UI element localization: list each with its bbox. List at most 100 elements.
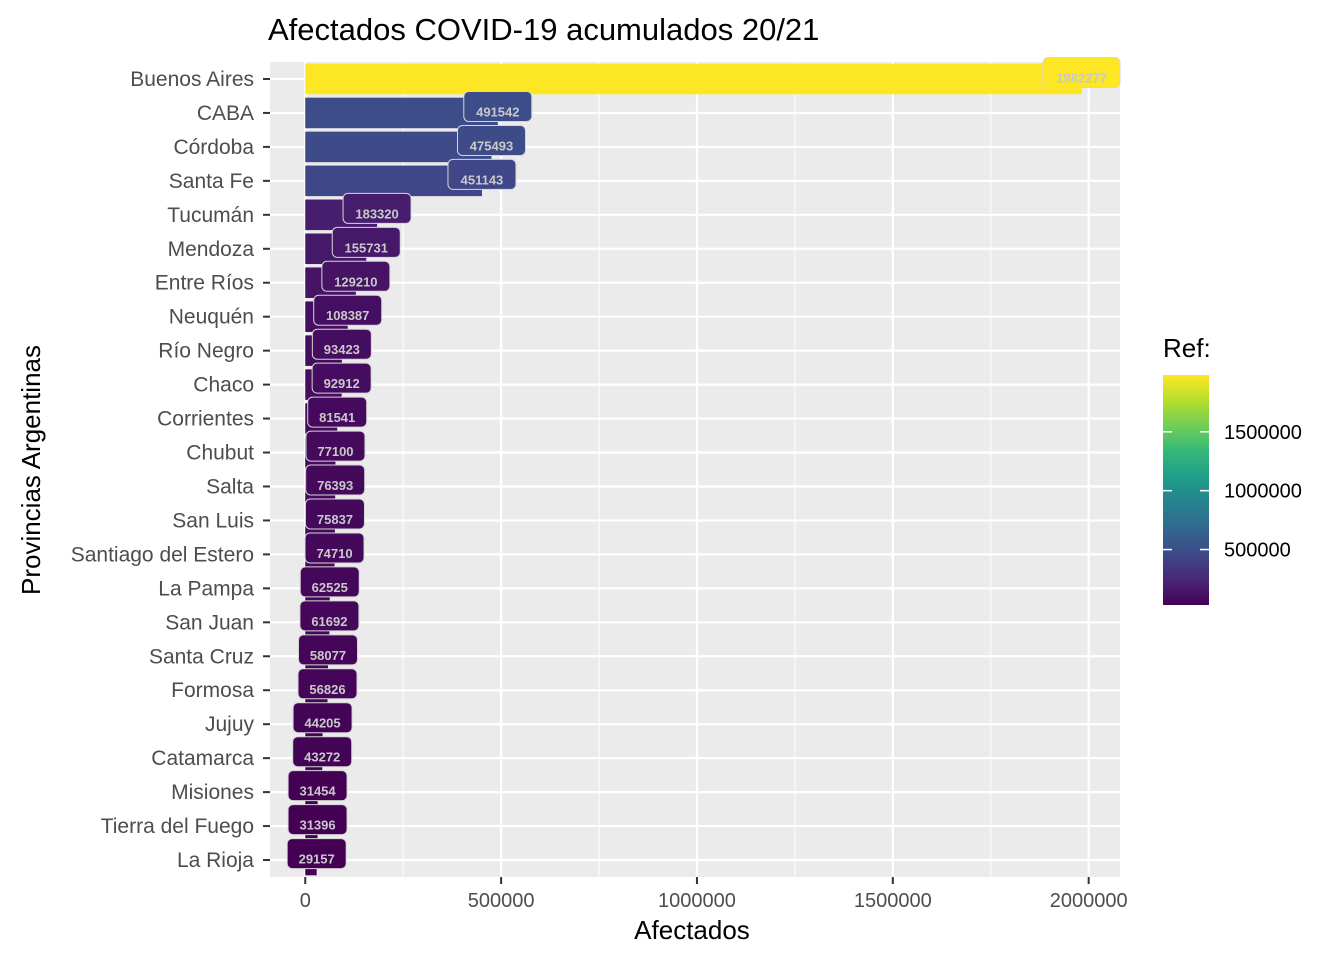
- y-tick-label: Chaco: [193, 374, 254, 397]
- data-label-box: [331, 226, 401, 258]
- data-label: 31396: [287, 804, 348, 836]
- data-label-text: 31396: [299, 818, 335, 833]
- data-label: 29157: [286, 838, 347, 870]
- data-label-box: [321, 260, 391, 292]
- data-label: 75837: [304, 498, 365, 530]
- data-label-box: [342, 192, 412, 224]
- y-tick-label: La Pampa: [158, 577, 254, 600]
- x-tick-label: 2000000: [1050, 890, 1128, 912]
- data-label: 58077: [298, 634, 359, 666]
- data-label-box: [305, 430, 366, 462]
- data-label: 183320: [342, 192, 412, 224]
- data-label-text: 183320: [355, 206, 398, 221]
- y-tick-label: Catamarca: [151, 747, 254, 770]
- data-label-box: [307, 396, 368, 428]
- data-label: 76393: [305, 464, 366, 496]
- data-label-text: 108387: [326, 308, 369, 323]
- data-label-text: 56826: [309, 682, 345, 697]
- y-tick-label: Santiago del Estero: [71, 543, 254, 566]
- x-axis: 0 500000 1000000 1500000 2000000: [300, 877, 1128, 912]
- data-label: 62525: [299, 566, 360, 598]
- data-label-text: 29157: [299, 852, 335, 867]
- data-label-text: 76393: [317, 478, 353, 493]
- data-label-box: [292, 702, 353, 734]
- x-tick-label: 0: [300, 890, 311, 912]
- bar: [305, 63, 1082, 95]
- plot-panel: [270, 62, 1120, 877]
- data-label: 475493: [457, 124, 527, 156]
- data-label: 92912: [311, 362, 372, 394]
- data-label-box: [292, 736, 353, 768]
- data-label-box: [463, 90, 533, 122]
- data-label: 491542: [463, 90, 533, 122]
- data-label-box: [287, 770, 348, 802]
- y-tick-label: Tierra del Fuego: [101, 815, 254, 838]
- data-label-text: 92912: [324, 376, 360, 391]
- data-label-text: 475493: [470, 138, 513, 153]
- data-label: 108387: [313, 294, 383, 326]
- data-label: 155731: [331, 226, 401, 258]
- data-label: 93423: [311, 328, 372, 360]
- data-label: 451143: [447, 158, 517, 190]
- data-label-text: 44205: [304, 716, 340, 731]
- data-label-box: [299, 566, 360, 598]
- data-label: 77100: [305, 430, 366, 462]
- data-label-box: [1042, 57, 1121, 89]
- data-label-text: 81541: [319, 410, 355, 425]
- legend-tick-label: 1500000: [1224, 422, 1302, 444]
- y-tick-label: Córdoba: [173, 136, 254, 159]
- data-label-text: 62525: [312, 580, 348, 595]
- data-label-text: 129210: [334, 274, 377, 289]
- legend-tick-label: 1000000: [1224, 481, 1302, 503]
- data-label: 44205: [292, 702, 353, 734]
- y-tick-label: Neuquén: [169, 306, 254, 329]
- legend-title: Ref:: [1163, 333, 1211, 363]
- y-tick-label: Tucumán: [167, 204, 254, 227]
- y-tick-label: CABA: [197, 102, 254, 125]
- y-tick-label: Río Negro: [158, 340, 254, 363]
- y-tick-label: Salta: [206, 475, 254, 498]
- data-label-text: 74710: [316, 546, 352, 561]
- legend: Ref: 500000 1000000 1500000: [1163, 333, 1302, 605]
- data-label: 1982277: [1042, 57, 1121, 89]
- data-label-box: [313, 294, 383, 326]
- data-label-box: [304, 498, 365, 530]
- data-label-box: [287, 804, 348, 836]
- data-label-box: [447, 158, 517, 190]
- data-label-box: [305, 464, 366, 496]
- y-tick-label: Entre Ríos: [155, 272, 254, 295]
- data-label-text: 43272: [304, 750, 340, 765]
- y-tick-label: Formosa: [171, 679, 254, 702]
- data-label-text: 31454: [299, 784, 336, 799]
- data-label: 129210: [321, 260, 391, 292]
- y-tick-label: Corrientes: [157, 408, 254, 431]
- data-label-box: [299, 600, 360, 632]
- data-label-box: [298, 634, 359, 666]
- y-tick-label: Mendoza: [168, 238, 255, 261]
- data-label: 81541: [307, 396, 368, 428]
- y-axis: Buenos Aires CABA Córdoba Santa Fe Tucumán Me…: [71, 68, 270, 872]
- data-label-text: 61692: [311, 614, 347, 629]
- data-label-text: 58077: [310, 648, 346, 663]
- y-tick-label: La Rioja: [177, 849, 254, 872]
- data-label-text: 1982277: [1056, 71, 1107, 86]
- data-label-text: 451143: [461, 172, 504, 187]
- data-labels: 1982277 491542 475493 451143 183320 155731 129…: [286, 57, 1121, 870]
- data-label: 56826: [297, 668, 358, 700]
- data-label-box: [311, 362, 372, 394]
- data-label-text: 93423: [324, 342, 360, 357]
- x-tick-label: 1500000: [854, 890, 932, 912]
- data-label: 31454: [287, 770, 348, 802]
- y-tick-label: Misiones: [171, 781, 254, 804]
- data-label-text: 77100: [317, 444, 353, 459]
- legend-tick-label: 500000: [1224, 540, 1291, 562]
- y-tick-label: Chubut: [186, 442, 254, 465]
- data-label-box: [457, 124, 527, 156]
- data-label-text: 155731: [345, 240, 388, 255]
- x-tick-label: 1000000: [658, 890, 736, 912]
- y-tick-label: Santa Cruz: [149, 645, 254, 668]
- data-label-text: 491542: [476, 104, 519, 119]
- y-tick-label: Santa Fe: [169, 170, 254, 193]
- y-tick-label: Buenos Aires: [130, 68, 254, 91]
